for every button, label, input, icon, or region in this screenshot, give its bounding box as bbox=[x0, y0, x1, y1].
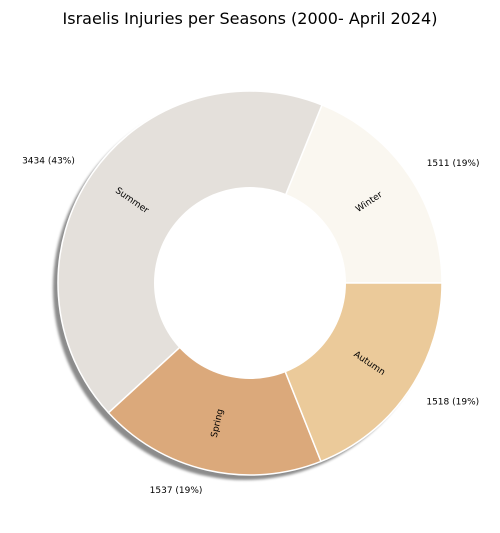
chart-title: Israelis Injuries per Seasons (2000- Apr… bbox=[63, 9, 438, 28]
value-label-winter: 1511 (19%) bbox=[427, 159, 480, 169]
donut-hole bbox=[154, 187, 346, 379]
value-label-spring: 1537 (19%) bbox=[150, 486, 203, 496]
value-label-autumn: 1518 (19%) bbox=[426, 398, 479, 408]
value-label-summer: 3434 (43%) bbox=[22, 157, 75, 167]
